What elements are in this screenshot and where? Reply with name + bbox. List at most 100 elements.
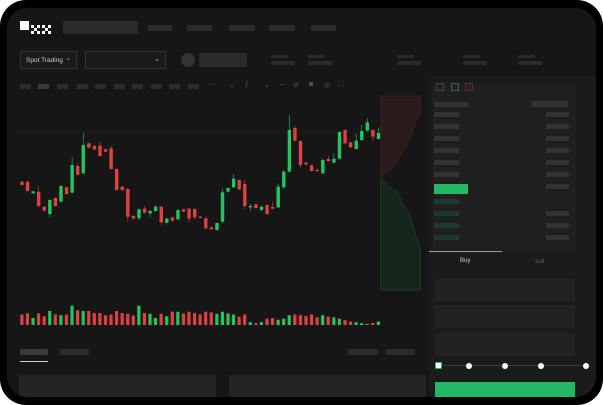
volume-bar: [120, 313, 124, 325]
okx-logo[interactable]: [20, 21, 51, 34]
order-book-bids-icon[interactable]: [451, 83, 459, 91]
candle: [231, 178, 236, 188]
volume-bar: [282, 318, 286, 325]
candle: [176, 210, 180, 220]
chevron-down-icon[interactable]: ⌄: [264, 82, 270, 89]
stat-label: [308, 55, 325, 58]
nav-item[interactable]: [187, 25, 212, 31]
timeframe-button[interactable]: [77, 84, 88, 89]
volume-bar: [20, 314, 24, 325]
slider-stop-25[interactable]: [466, 363, 472, 369]
volume-bar: [137, 305, 141, 325]
stat-value: [308, 61, 332, 65]
slider-stop-50[interactable]: [502, 363, 508, 369]
timeframe-button[interactable]: [132, 84, 143, 89]
pair-dropdown[interactable]: ⌄: [85, 51, 166, 69]
slider-track[interactable]: [438, 365, 588, 366]
bid-price: [434, 235, 459, 240]
nav-item[interactable]: [229, 25, 255, 31]
fullscreen-icon[interactable]: ⛶: [339, 81, 344, 88]
volume-bar: [243, 314, 247, 325]
nav-item[interactable]: [311, 25, 336, 31]
volume-bar: [81, 311, 85, 325]
volume-bar: [293, 314, 297, 325]
timeframe-button-active[interactable]: [38, 84, 49, 89]
pair-name-placeholder: [199, 53, 247, 67]
candle: [215, 223, 219, 230]
bid-price: [434, 199, 459, 204]
filter-button[interactable]: [386, 349, 415, 355]
bid-amount: [546, 211, 569, 216]
candle: [142, 208, 147, 213]
timeframe-button[interactable]: [188, 84, 199, 89]
candle: [282, 171, 286, 188]
volume-bar: [248, 322, 252, 325]
chart-type-icon[interactable]: ⋯: [210, 82, 217, 89]
candle: [137, 209, 141, 219]
ask-amount: [546, 112, 569, 117]
slider-stop-100[interactable]: [583, 363, 589, 369]
candle: [348, 142, 353, 148]
volume-bar: [25, 313, 30, 325]
candle: [365, 122, 370, 131]
volume-bar: [354, 322, 358, 325]
amount-input[interactable]: [435, 305, 575, 328]
volume-bar: [204, 311, 208, 325]
ruler-icon[interactable]: ⊘: [293, 82, 299, 89]
ask-amount: [546, 124, 569, 129]
buy-tab-underline: [429, 251, 502, 252]
timeframe-button[interactable]: [57, 84, 68, 89]
chevron-down-icon[interactable]: ⌄: [229, 82, 235, 89]
slider-handle[interactable]: [435, 362, 442, 369]
timeframe-button[interactable]: [20, 84, 31, 89]
candle: [76, 166, 80, 175]
timeframe-button[interactable]: [114, 84, 125, 89]
stat-label: [271, 55, 288, 58]
candle: [287, 130, 292, 172]
tab-history[interactable]: [60, 349, 89, 355]
volume-bar: [365, 323, 369, 325]
line-tool-icon[interactable]: ∼: [279, 82, 285, 89]
buy-button[interactable]: [435, 382, 575, 397]
volume-bar: [187, 311, 191, 325]
spot-trading-button[interactable]: Spot Trading ⌄: [20, 51, 77, 69]
total-input[interactable]: [435, 333, 575, 356]
price-input[interactable]: [435, 279, 575, 301]
volume-bar: [53, 314, 57, 325]
ask-amount: [546, 148, 569, 153]
volume-bar: [148, 313, 152, 325]
volume-bar: [287, 315, 291, 325]
nav-item[interactable]: [148, 25, 172, 31]
nav-item[interactable]: [269, 25, 295, 31]
indicator-icon[interactable]: ƒ: [245, 81, 249, 88]
bid-amount: [546, 223, 569, 228]
volume-bar: [109, 314, 113, 325]
candle: [48, 200, 52, 214]
candle: [276, 186, 280, 208]
volume-bar: [131, 315, 135, 325]
volume-bar: [376, 321, 380, 325]
timeframe-button[interactable]: [151, 84, 162, 89]
candle: [192, 209, 197, 218]
candle: [20, 181, 24, 185]
stat-label: [397, 55, 414, 58]
ask-amount: [546, 136, 569, 141]
volume-bar: [176, 311, 180, 325]
slider-stop-75[interactable]: [538, 363, 544, 369]
candle: [321, 160, 325, 174]
timeframe-button[interactable]: [95, 84, 106, 89]
volume-bar: [209, 312, 213, 325]
order-book-both-icon[interactable]: [436, 83, 444, 91]
tab-sell[interactable]: Sell: [535, 259, 545, 265]
candle: [131, 216, 136, 219]
tab-open-orders[interactable]: [20, 349, 48, 355]
search-bar-placeholder[interactable]: [63, 21, 138, 34]
tab-buy[interactable]: Buy: [460, 258, 471, 264]
order-book-asks-icon[interactable]: [465, 83, 473, 91]
candlestick-chart[interactable]: [7, 8, 437, 348]
timeframe-button[interactable]: [169, 84, 180, 89]
candle: [237, 180, 241, 190]
camera-icon[interactable]: ◙: [309, 81, 314, 88]
settings-icon[interactable]: ◎: [324, 82, 331, 89]
filter-button[interactable]: [348, 349, 378, 355]
